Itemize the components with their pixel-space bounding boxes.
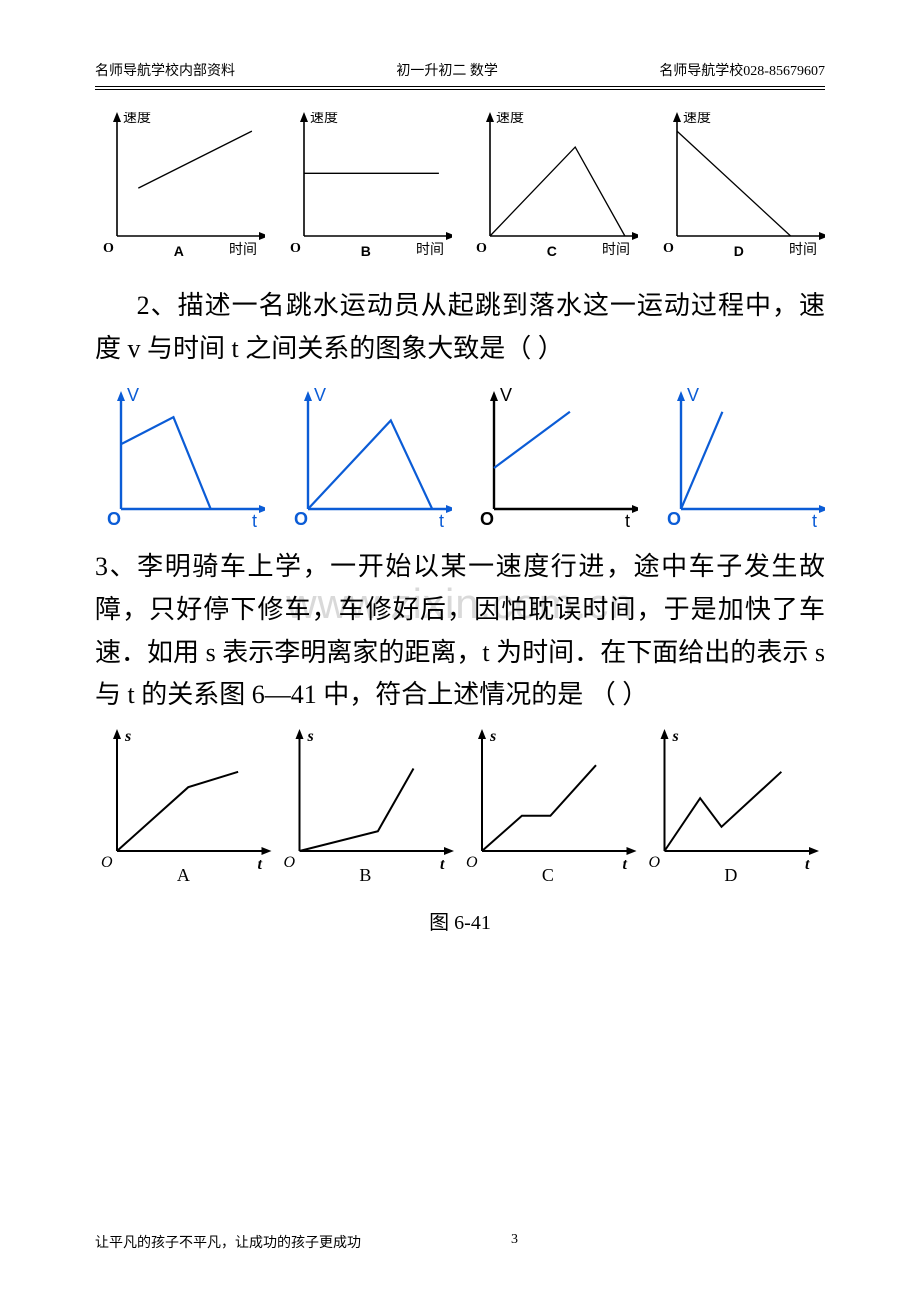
svg-text:t: t: [805, 856, 810, 873]
chart-panel-B: 速度时间 O B: [282, 112, 452, 267]
svg-text:O: O: [663, 241, 674, 256]
svg-text:时间: 时间: [229, 242, 257, 258]
chart-panel-2-B: Vt O: [282, 387, 452, 542]
svg-text:O: O: [294, 509, 308, 529]
question-2-text: 2、描述一名跳水运动员从起跳到落水这一运动过程中，速度 v 与时间 t 之间关系…: [95, 285, 825, 371]
svg-text:O: O: [284, 854, 296, 871]
svg-text:时间: 时间: [602, 242, 630, 258]
svg-text:s: s: [489, 728, 496, 745]
svg-text:O: O: [476, 241, 487, 256]
svg-text:V: V: [127, 387, 139, 405]
chart-panel-2-C: Vt O: [468, 387, 638, 542]
svg-text:时间: 时间: [789, 242, 817, 258]
svg-text:D: D: [734, 243, 744, 259]
header-left: 名师导航学校内部资料: [95, 60, 235, 80]
svg-text:t: t: [258, 856, 263, 873]
svg-text:A: A: [174, 243, 184, 259]
svg-text:t: t: [623, 856, 628, 873]
svg-text:O: O: [480, 509, 494, 529]
svg-text:C: C: [547, 243, 557, 259]
svg-text:D: D: [724, 865, 737, 885]
svg-text:t: t: [439, 511, 444, 531]
page-footer: 让平凡的孩子不平凡，让成功的孩子更成功 3: [95, 1232, 825, 1252]
svg-text:速度: 速度: [683, 112, 711, 126]
svg-text:V: V: [314, 387, 326, 405]
footer-text: 让平凡的孩子不平凡，让成功的孩子更成功: [95, 1232, 361, 1252]
svg-text:s: s: [307, 728, 314, 745]
svg-text:t: t: [252, 511, 257, 531]
svg-text:B: B: [359, 865, 371, 885]
chart-panel-2-A: Vt O: [95, 387, 265, 542]
header-rule: [95, 86, 825, 90]
chart-row-1: 速度时间 O A 速度时间 O B 速度时间 O C 速度时间 O D: [95, 112, 825, 267]
svg-text:A: A: [177, 865, 190, 885]
figure-caption: 图 6-41: [95, 906, 825, 935]
svg-text:t: t: [625, 511, 630, 531]
page-header: 名师导航学校内部资料 初一升初二 数学 名师导航学校028-85679607: [95, 60, 825, 86]
chart-panel-A: 速度时间 O A: [95, 112, 265, 267]
chart-row-3: s Ot As Ot Bs Ot Cs Ot D: [95, 723, 825, 898]
svg-text:O: O: [107, 509, 121, 529]
svg-text:t: t: [440, 856, 445, 873]
svg-text:B: B: [360, 243, 370, 259]
svg-text:O: O: [103, 241, 114, 256]
svg-text:时间: 时间: [416, 242, 444, 258]
footer-page-number: 3: [511, 1232, 518, 1252]
svg-text:s: s: [672, 728, 679, 745]
svg-text:O: O: [101, 854, 113, 871]
svg-text:O: O: [290, 241, 301, 256]
svg-text:O: O: [649, 854, 661, 871]
header-right: 名师导航学校028-85679607: [659, 60, 825, 80]
chart-panel-D: 速度时间 O D: [655, 112, 825, 267]
chart-panel-2-D: Vt O: [655, 387, 825, 542]
svg-text:C: C: [542, 865, 554, 885]
header-center: 初一升初二 数学: [396, 60, 498, 80]
svg-text:速度: 速度: [310, 112, 338, 126]
chart-row-2: Vt O Vt O Vt O Vt O: [95, 387, 825, 542]
question-3-text: 3、李明骑车上学，一开始以某一速度行进，途中车子发生故障，只好停下修车，车修好后…: [95, 546, 825, 718]
svg-text:V: V: [687, 387, 699, 405]
svg-text:O: O: [667, 509, 681, 529]
svg-text:O: O: [466, 854, 478, 871]
svg-text:s: s: [124, 728, 131, 745]
svg-text:V: V: [500, 387, 512, 405]
chart-panel-C: 速度时间 O C: [468, 112, 638, 267]
svg-text:速度: 速度: [123, 112, 151, 126]
svg-text:t: t: [812, 511, 817, 531]
svg-text:速度: 速度: [496, 112, 524, 126]
